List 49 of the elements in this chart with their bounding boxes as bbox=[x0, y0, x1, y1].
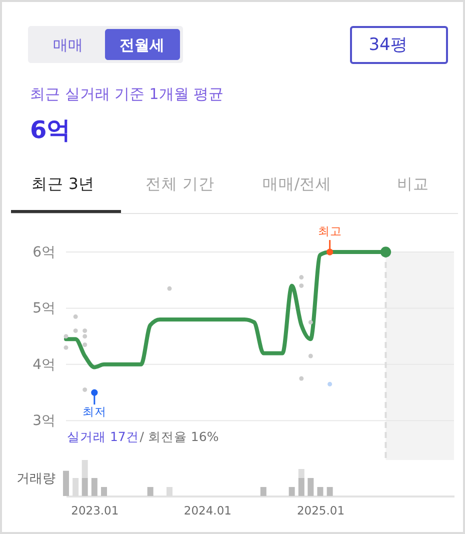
series-label: 최고 bbox=[318, 224, 342, 238]
y-tick-label: 5억 bbox=[32, 300, 56, 317]
point bbox=[328, 382, 332, 386]
bar bbox=[82, 478, 88, 496]
bar bbox=[326, 487, 333, 496]
x-tick-label: 2025.01 bbox=[296, 504, 345, 518]
x-tick-label: 2023.01 bbox=[71, 504, 119, 518]
y-axis-title: 거래량 bbox=[16, 472, 56, 486]
point bbox=[82, 328, 88, 333]
y-tick-label: 6억 bbox=[32, 244, 56, 260]
legend-label: 최저 bbox=[82, 404, 106, 419]
point bbox=[64, 345, 68, 350]
y-tick-label: 4억 bbox=[32, 356, 56, 373]
text: 최근 3년 bbox=[32, 175, 94, 193]
text: 비교 bbox=[397, 175, 429, 193]
point bbox=[308, 354, 313, 358]
point bbox=[299, 284, 304, 288]
bar bbox=[298, 469, 304, 478]
text: 전체 기간 bbox=[146, 175, 214, 193]
bar bbox=[317, 487, 324, 496]
bar bbox=[82, 460, 88, 478]
point bbox=[73, 328, 78, 333]
x-tick-label: 2024.01 bbox=[184, 504, 232, 518]
text: 최근 실거래 기준 1개월 평균 bbox=[30, 85, 224, 103]
point bbox=[167, 286, 172, 291]
point bbox=[73, 314, 78, 319]
text: 34평 bbox=[368, 35, 408, 55]
bar bbox=[63, 470, 69, 496]
bar bbox=[298, 478, 304, 496]
text: 매매 bbox=[53, 36, 83, 54]
bar bbox=[308, 478, 314, 496]
annotation: 실거래 17건 bbox=[67, 429, 139, 444]
bar bbox=[260, 487, 266, 496]
bar bbox=[147, 487, 154, 496]
point bbox=[82, 334, 88, 339]
bar bbox=[91, 478, 98, 496]
point bbox=[299, 376, 304, 381]
bar bbox=[100, 487, 107, 496]
point bbox=[308, 320, 313, 324]
annotation: / 회전율 16% bbox=[140, 429, 219, 444]
point bbox=[380, 246, 392, 258]
point bbox=[64, 334, 68, 339]
bar bbox=[288, 487, 295, 496]
y-tick-label: 3억 bbox=[32, 413, 56, 430]
text: 전월세 bbox=[120, 36, 164, 54]
point bbox=[299, 275, 304, 280]
text: 매매/전세 bbox=[262, 175, 332, 193]
point bbox=[82, 342, 88, 347]
point bbox=[82, 388, 88, 392]
